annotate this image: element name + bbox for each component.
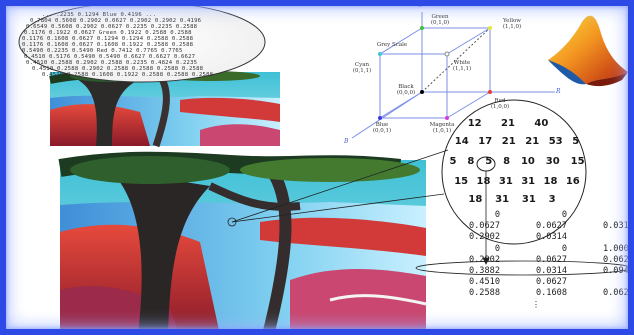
matlab-surface-logo — [548, 15, 628, 87]
table-row: 0.2902 0.0314 0 — [468, 232, 634, 243]
mag-value: 16 — [565, 176, 580, 187]
mag-value: 17 — [478, 136, 493, 147]
mag-value: 21 — [525, 136, 540, 147]
table-row: 0.4510 0.0627 0 — [468, 277, 634, 288]
oval-row: 0.4510 0.2588 0.2902 0.2588 0.2588 0.258… — [32, 66, 204, 72]
mag-value: 31 — [495, 194, 510, 205]
mag-value: 31 — [521, 194, 536, 205]
mag-value: 21 — [501, 136, 516, 147]
black-label: Black (0,0,0) — [396, 84, 416, 96]
mag-value: 8 — [467, 156, 475, 167]
mag-row: 14 17 21 21 53 5 — [450, 136, 584, 147]
mag-row: 18 31 31 3 — [462, 194, 562, 205]
oval-row: 0.4510 0.2588 0.1608 0.1922 0.2588 0.258… — [42, 72, 214, 78]
table-row: 0.2588 0.1608 0.0627 — [468, 288, 634, 299]
white-label: White (1,1,1) — [452, 60, 472, 72]
mag-value: 30 — [545, 156, 560, 167]
green-label: Green (0,1,0) — [430, 14, 450, 26]
blue-label: Blue (0,0,1) — [372, 122, 392, 134]
table-row: 0 0 1.0000 — [494, 243, 634, 254]
mag-row: 15 18 31 31 18 16 — [450, 176, 584, 187]
oval-row: 0.6549 0.5608 0.2902 0.0627 0.2235 0.223… — [26, 24, 198, 30]
mag-value: 3 — [548, 194, 556, 205]
oval-row: 0.5490 0.2235 0.5490 Red 0.7412 0.7765 0… — [22, 48, 183, 54]
mag-value: 15 — [454, 176, 469, 187]
g-axis-label: G — [418, 2, 423, 9]
magenta-label: Magenta (1,0,1) — [429, 122, 455, 134]
mag-value: 10 — [520, 156, 535, 167]
table-row: 0.3882 0.0314 0.0941 — [468, 265, 634, 276]
rgb-cube — [351, 12, 555, 139]
oval-row: 0.1176 0.1608 0.0627 0.1294 0.1294 0.258… — [22, 36, 194, 42]
mag-value: 5 — [485, 156, 493, 167]
oval-row: ... .2235 0.1294 Blue 0.4196 ... — [42, 12, 157, 18]
table-ellipsis: ⋮ — [531, 299, 541, 310]
oval-row: 0.1176 0.1608 0.0627 0.1608 0.1922 0.258… — [22, 42, 194, 48]
grey-scale-label: Grey Scale — [376, 42, 408, 48]
table-row: 0.0627 0.0627 0.0314 — [468, 221, 634, 232]
mag-value: 40 — [534, 118, 549, 129]
mag-value: 21 — [501, 118, 515, 129]
mag-value: 12 — [467, 118, 482, 129]
oval-row: 0.7804 0.5608 0.2902 0.0627 0.2902 0.290… — [30, 18, 202, 24]
mag-row: 12 21 40 — [458, 118, 558, 129]
mag-row: 5 8 5 8 10 30 15 — [444, 156, 590, 167]
mag-value: 15 — [570, 156, 585, 167]
mag-value: 18 — [468, 194, 483, 205]
mag-value: 53 — [548, 136, 563, 147]
mag-value: 31 — [498, 176, 513, 187]
mag-value: 8 — [503, 156, 511, 167]
mag-value: 18 — [543, 176, 558, 187]
yellow-label: Yellow (1,1,0) — [502, 18, 522, 30]
red-label: Red (1,0,0) — [490, 98, 510, 110]
r-axis-label: R — [556, 88, 561, 95]
mag-value: 5 — [572, 136, 580, 147]
mag-value: 18 — [476, 176, 491, 187]
mag-value: 31 — [521, 176, 536, 187]
table-row: 0.2902 0.0627 0.0627 — [468, 254, 634, 265]
oval-row: 0.4510 0.5176 0.5490 0.5490 0.6627 0.662… — [24, 54, 196, 60]
connector-lines — [227, 149, 633, 276]
oval-row: 0.1176 0.1922 0.0627 Green 0.1922 0.2588… — [24, 30, 192, 36]
mag-value: 5 — [449, 156, 457, 167]
b-axis-label: B — [344, 138, 349, 145]
oval-row: 0.4510 0.2588 0.2902 0.2588 0.2235 0.482… — [26, 60, 198, 66]
large-painting — [58, 151, 427, 335]
mag-value: 14 — [454, 136, 469, 147]
cyan-label: Cyan (0,1,1) — [352, 62, 372, 74]
